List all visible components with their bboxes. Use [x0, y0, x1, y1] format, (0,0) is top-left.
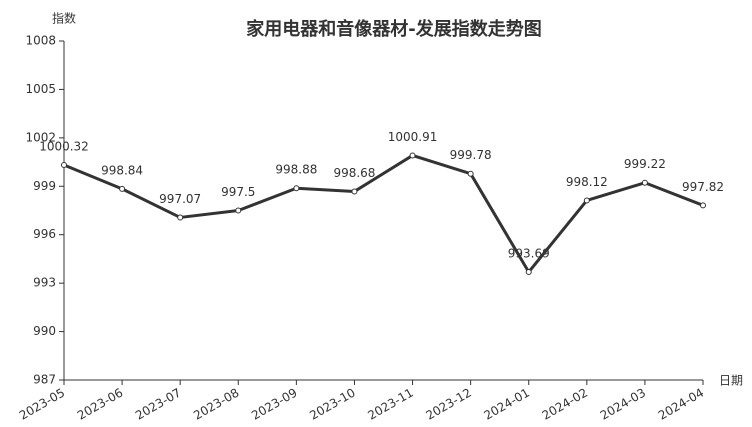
marker	[293, 185, 300, 192]
y-tick-label: 987	[33, 373, 56, 387]
data-label: 999.78	[450, 148, 492, 162]
data-label: 998.12	[566, 175, 608, 189]
marker	[641, 179, 648, 186]
x-tick-label: 2023-12	[423, 386, 473, 423]
marker	[467, 170, 474, 177]
line	[63, 153, 704, 274]
data-label: 999.22	[624, 157, 666, 171]
marker	[61, 161, 67, 168]
marker	[177, 214, 184, 221]
data-label: 998.88	[275, 163, 317, 177]
marker	[525, 269, 532, 276]
marker	[700, 202, 706, 209]
x-tick-label: 2023-06	[75, 386, 125, 423]
y-tick-label: 1005	[25, 82, 56, 96]
x-tick-label: 2023-07	[133, 386, 183, 423]
data-label: 998.68	[333, 166, 375, 180]
x-tick-label: 2023-08	[191, 386, 241, 423]
y-tick-label: 996	[33, 227, 56, 241]
data-label: 1000.91	[388, 130, 438, 144]
y-axis-label: 指数	[52, 11, 76, 26]
x-tick-label: 2024-03	[598, 386, 648, 423]
x-tick-label: 2023-05	[17, 386, 67, 423]
data-label: 997.82	[682, 180, 724, 194]
y-tick-label: 1002	[25, 130, 56, 144]
data-label: 998.84	[101, 163, 143, 177]
y-tick-label: 1008	[25, 34, 56, 48]
y-tick-label: 993	[33, 276, 56, 290]
x-tick-label: 2024-01	[482, 386, 532, 423]
chart-title: 家用电器和音像器材-发展指数走势图	[246, 18, 541, 40]
x-tick-label: 2023-11	[365, 386, 415, 423]
x-tick-label: 2023-09	[249, 386, 299, 423]
data-label: 993.69	[508, 247, 550, 261]
y-tick-label: 990	[33, 324, 56, 338]
data-label: 997.5	[221, 185, 255, 199]
x-tick-label: 2024-04	[656, 386, 706, 423]
marker	[235, 207, 242, 214]
marker	[119, 185, 126, 192]
x-tick-label: 2023-10	[307, 386, 357, 423]
marker	[409, 152, 416, 159]
y-tick-label: 999	[33, 179, 56, 193]
x-axis-label: 日期	[719, 374, 743, 388]
x-tick-label: 2024-02	[540, 386, 590, 423]
marker	[583, 197, 590, 204]
marker	[351, 188, 358, 195]
data-label: 997.07	[159, 192, 201, 206]
data-label: 1000.32	[39, 139, 89, 153]
